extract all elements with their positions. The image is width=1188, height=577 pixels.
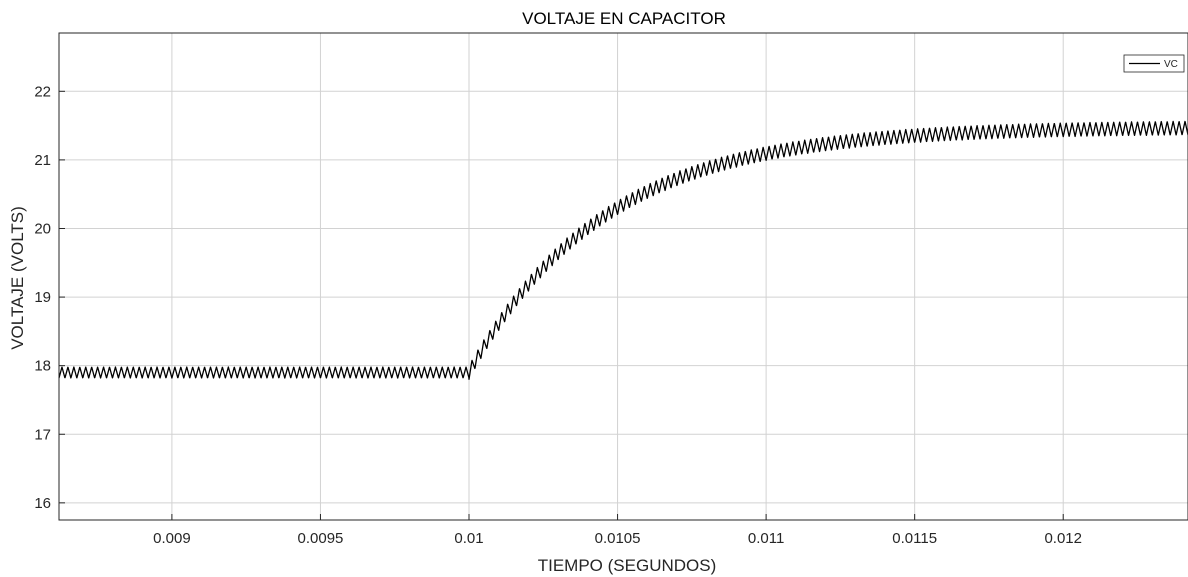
chart-title: VOLTAJE EN CAPACITOR — [522, 9, 726, 28]
plot-area-border — [58, 32, 1188, 521]
y-tick-label: 19 — [34, 289, 51, 306]
x-tick-label: 0.0095 — [298, 530, 344, 547]
x-axis-title: TIEMPO (SEGUNDOS) — [538, 556, 717, 575]
y-tick-label: 16 — [34, 495, 51, 512]
y-tick-label: 22 — [34, 83, 51, 100]
legend-label-vc: VC — [1164, 59, 1178, 70]
x-tick-label: 0.011 — [748, 530, 784, 547]
y-tick-label: 18 — [34, 358, 51, 375]
y-tick-label: 20 — [34, 220, 51, 237]
legend[interactable]: VC — [1123, 54, 1185, 73]
grid — [59, 33, 1188, 520]
x-tick-label: 0.01 — [454, 530, 483, 547]
y-axis: 16 17 18 19 20 21 22 — [34, 83, 65, 512]
x-tick-label: 0.0115 — [892, 530, 937, 547]
x-tick-label: 0.009 — [153, 530, 191, 547]
series-layer — [58, 120, 1188, 380]
x-tick-label: 0.0105 — [595, 530, 641, 547]
series-line-vc — [58, 120, 1188, 380]
y-tick-label: 17 — [34, 426, 51, 443]
y-tick-label: 21 — [34, 152, 51, 169]
x-tick-label: 0.012 — [1044, 530, 1082, 547]
x-axis: 0.009 0.0095 0.01 0.0105 0.011 0.0115 0.012 — [153, 514, 1082, 547]
y-axis-title: VOLTAJE (VOLTS) — [8, 206, 27, 350]
